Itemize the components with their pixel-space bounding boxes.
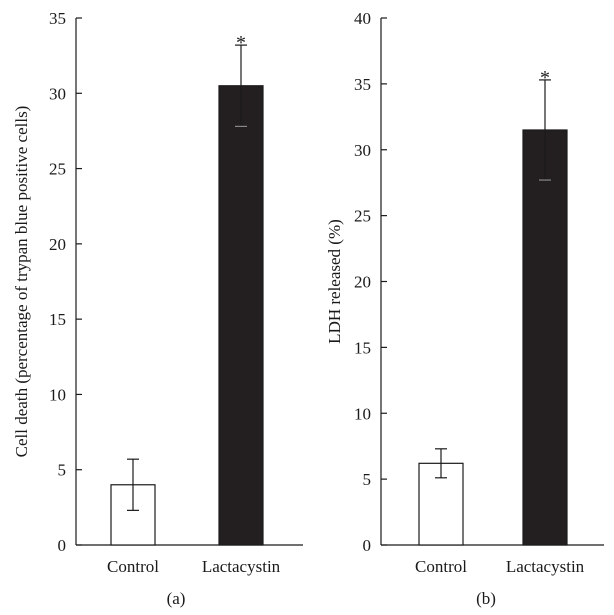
- chart-b-panel-label: (b): [476, 589, 496, 608]
- chart-panel-a: 0 5 10 15 20 25 30 35 Cell death (percentage of …: [12, 9, 303, 608]
- chart-b-y-tick-label: 40: [354, 9, 371, 28]
- chart-b-y-tick-label: 5: [363, 470, 372, 489]
- chart-a-y-tick-label: 5: [58, 461, 67, 480]
- chart-panel-b: 0 5 10 15 20 25 30 35 40 LDH released (%) Control *…: [325, 9, 604, 608]
- chart-b-y-tick-label: 20: [354, 273, 371, 292]
- chart-a-x-tick-label: Control: [107, 557, 159, 576]
- chart-b-y-tick-label: 30: [354, 141, 371, 160]
- chart-a-y-axis-title: Cell death (percentage of trypan blue po…: [12, 106, 31, 458]
- chart-b-y-tick-label: 0: [363, 536, 372, 555]
- chart-a-bar-lactacystin: [218, 85, 264, 546]
- chart-b-bar-lactacystin: [522, 129, 568, 546]
- chart-a-y-tick-label: 0: [58, 536, 67, 555]
- chart-a-panel-label: (a): [167, 589, 186, 608]
- chart-a-y-tick-label: 35: [49, 9, 66, 28]
- chart-b-y-tick-label: 10: [354, 404, 371, 423]
- chart-a-y-tick-label: 10: [49, 385, 66, 404]
- chart-a-x-tick-label: Lactacystin: [202, 557, 281, 576]
- chart-b-significance-marker: *: [540, 67, 550, 89]
- chart-b-x-tick-label: Control: [415, 557, 467, 576]
- chart-b-y-axis-title: LDH released (%): [325, 219, 344, 344]
- chart-a-y-tick-label: 15: [49, 310, 66, 329]
- chart-b-y-tick-label: 35: [354, 75, 371, 94]
- chart-b-y-tick-label: 25: [354, 207, 371, 226]
- chart-b-x-tick-label: Lactacystin: [506, 557, 585, 576]
- chart-a-y-tick-label: 25: [49, 160, 66, 179]
- chart-a-significance-marker: *: [236, 32, 246, 54]
- chart-a-y-tick-label: 30: [49, 84, 66, 103]
- chart-a-y-tick-label: 20: [49, 235, 66, 254]
- chart-b-y-tick-label: 15: [354, 338, 371, 357]
